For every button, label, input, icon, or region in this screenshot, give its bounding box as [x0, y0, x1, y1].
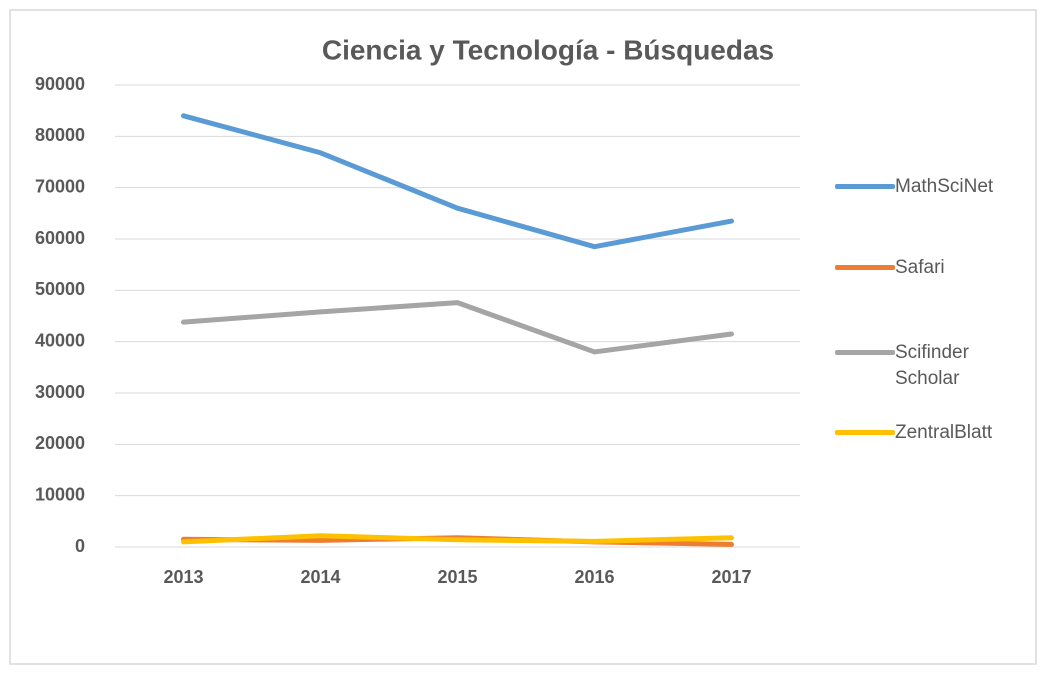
y-tick-label: 0	[75, 536, 85, 556]
y-tick-label: 70000	[35, 176, 85, 196]
y-tick-label: 50000	[35, 279, 85, 299]
series-line	[181, 113, 734, 250]
legend-label: Safari	[895, 257, 945, 278]
y-tick-label: 90000	[35, 74, 85, 94]
y-tick-label: 60000	[35, 228, 85, 248]
legend-item: MathSciNet	[835, 174, 1025, 200]
legend-item: ZentralBlatt	[835, 420, 1025, 446]
x-tick-label: 2013	[163, 567, 203, 587]
legend-swatch	[835, 430, 895, 435]
x-tick-label: 2014	[300, 567, 340, 587]
legend-label: Scifinder Scholar	[895, 342, 969, 389]
chart-title: Ciencia y Tecnología - Búsquedas	[322, 34, 774, 65]
legend-label: MathSciNet	[895, 176, 994, 197]
y-tick-label: 20000	[35, 433, 85, 453]
x-tick-label: 2015	[437, 567, 477, 587]
x-tick-label: 2017	[711, 567, 751, 587]
chart-frame	[9, 9, 1037, 665]
y-tick-label: 80000	[35, 125, 85, 145]
series-line	[181, 300, 734, 355]
y-tick-label: 10000	[35, 484, 85, 504]
legend-label: ZentralBlatt	[895, 422, 993, 443]
series-line	[181, 533, 734, 545]
legend-swatch	[835, 350, 895, 355]
legend-item: Safari	[835, 255, 1025, 281]
y-tick-label: 40000	[35, 330, 85, 350]
legend-swatch	[835, 265, 895, 270]
y-tick-label: 30000	[35, 382, 85, 402]
legend-swatch	[835, 184, 895, 189]
x-tick-label: 2016	[574, 567, 614, 587]
legend-item: Scifinder Scholar	[835, 340, 1025, 392]
